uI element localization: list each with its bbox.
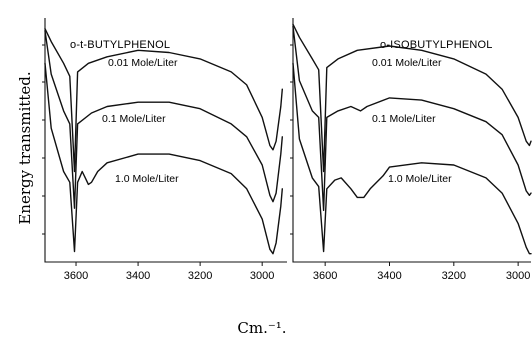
spectrum-curve — [292, 62, 532, 255]
series-label: 0.01 Mole/Liter — [372, 57, 442, 69]
spectrum-curve — [44, 30, 283, 209]
x-tick-label: 3400 — [377, 270, 401, 282]
series-label: 0.1 Mole/Liter — [372, 113, 436, 125]
x-axis-label: Cm.⁻¹. — [237, 319, 286, 337]
x-tick-label: 3600 — [313, 270, 337, 282]
spectrum-curve — [292, 25, 532, 212]
panel-1: 3600 3400 3200 3000 o-ISOBUTYLPHENOL 0.01 Mol… — [290, 18, 532, 282]
panel-0: 3600 3400 3200 3000 o-t-BUTYLPHENOL 0.01 Mole… — [42, 18, 287, 282]
x-axis-line — [44, 18, 287, 263]
x-tick-label: 3600 — [64, 270, 88, 282]
series-label: 0.1 Mole/Liter — [102, 113, 166, 125]
x-tick-label: 3000 — [250, 270, 274, 282]
series-label: 0.01 Mole/Liter — [108, 57, 178, 69]
x-tick-label: 3200 — [442, 270, 466, 282]
spectrum-curve — [44, 28, 283, 173]
panel-title: o-t-BUTYLPHENOL — [70, 39, 170, 51]
x-tick-label: 3000 — [506, 270, 530, 282]
panel-title: o-ISOBUTYLPHENOL — [380, 39, 493, 51]
x-tick-label: 3400 — [126, 270, 150, 282]
series-label: 1.0 Mole/Liter — [388, 173, 452, 185]
x-axis-line — [292, 18, 531, 263]
spectrum-curve — [44, 62, 283, 255]
y-axis-label: Energy transmitted. — [16, 71, 34, 224]
spectrum-curve — [292, 23, 532, 173]
series-label: 1.0 Mole/Liter — [115, 173, 179, 185]
x-tick-label: 3200 — [188, 270, 212, 282]
